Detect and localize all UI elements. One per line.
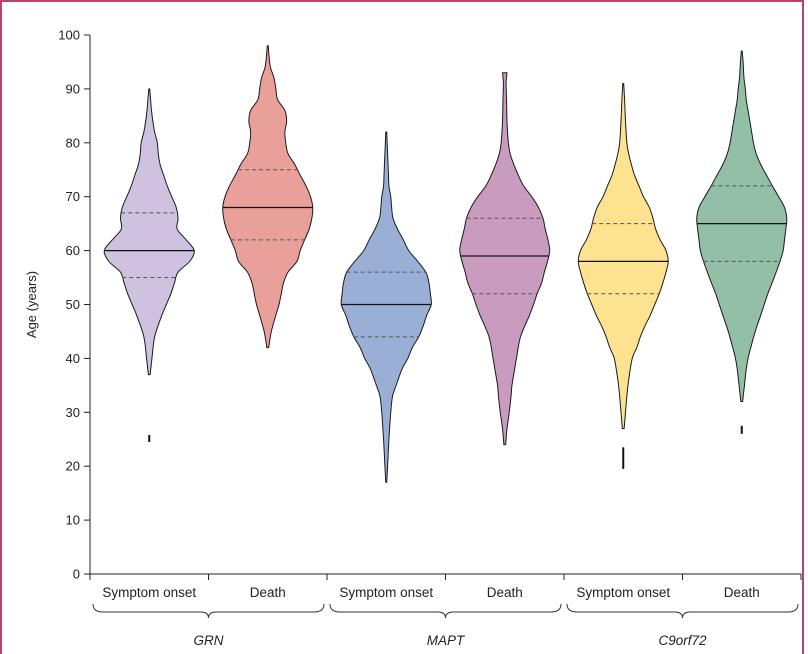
violin-c9orf72-death — [696, 50, 788, 403]
x-tick-label: Death — [724, 585, 760, 600]
x-tick-label: Symptom onset — [576, 585, 670, 600]
group-brace — [566, 603, 799, 619]
violin-grn-symptom-onset — [103, 88, 195, 376]
group-brace — [329, 603, 562, 619]
y-tick-label: 50 — [66, 297, 80, 312]
y-tick-label: 100 — [58, 28, 80, 43]
x-tick-label: Symptom onset — [102, 585, 196, 600]
y-tick-label: 90 — [66, 81, 80, 96]
violin-c9orf72-symptom-onset — [577, 83, 669, 429]
violin-mapt-symptom-onset — [340, 131, 432, 483]
y-tick-label: 80 — [66, 135, 80, 150]
y-tick-label: 40 — [66, 351, 80, 366]
group-label: MAPT — [427, 633, 466, 648]
x-tick-label: Symptom onset — [339, 585, 433, 600]
y-tick-label: 70 — [66, 189, 80, 204]
group-label: GRN — [194, 633, 224, 648]
x-tick-label: Death — [487, 585, 523, 600]
violin-grn-death — [222, 45, 314, 349]
group-brace — [92, 603, 325, 619]
group-label: C9orf72 — [658, 633, 707, 648]
x-tick-label: Death — [250, 585, 286, 600]
y-tick-label: 30 — [66, 405, 80, 420]
y-tick-label: 0 — [73, 567, 80, 582]
y-tick-label: 20 — [66, 459, 80, 474]
y-tick-label: 60 — [66, 243, 80, 258]
y-axis-title: Age (years) — [24, 271, 39, 338]
y-tick-label: 10 — [66, 513, 80, 528]
violin-mapt-death — [459, 72, 551, 446]
